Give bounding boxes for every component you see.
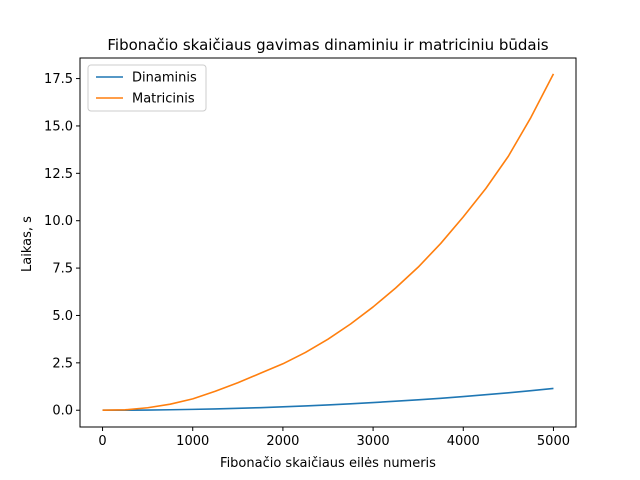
legend-label-dinaminis: Dinaminis <box>132 71 197 86</box>
y-tick-label: 12.5 <box>44 167 73 182</box>
x-tick-label: 4000 <box>447 434 480 449</box>
y-tick-label: 5.0 <box>52 309 73 324</box>
legend-label-matricinis: Matricinis <box>132 92 195 107</box>
series-layer <box>102 73 555 412</box>
x-tick-label: 2000 <box>266 434 299 449</box>
y-tick-label: 10.0 <box>44 214 73 229</box>
y-axis-label: Laikas, s <box>20 216 35 272</box>
axes-layer: 0 1000 2000 3000 4000 5000 0.0 2.5 5.0 7.5 10.0 12.… <box>44 57 577 449</box>
chart-title: Fibonačio skaičiaus gavimas dinaminiu ir… <box>107 36 548 54</box>
y-tick-label: 7.5 <box>52 262 73 277</box>
y-tick-label: 17.5 <box>44 72 73 87</box>
plot-frame <box>79 57 577 428</box>
series-line-dinaminis <box>102 387 554 412</box>
x-tick-label: 1000 <box>176 434 209 449</box>
y-tick-label: 0.0 <box>52 404 73 419</box>
x-tick-label: 5000 <box>537 434 570 449</box>
x-tick-label: 0 <box>98 434 106 449</box>
legend: Dinaminis Matricinis <box>87 64 207 112</box>
x-axis-label: Fibonačio skaičiaus eilės numeris <box>220 456 436 471</box>
series-line-matricinis <box>102 73 555 412</box>
y-tick-label: 15.0 <box>44 119 73 134</box>
x-tick-label: 3000 <box>357 434 390 449</box>
y-tick-label: 2.5 <box>52 356 73 371</box>
